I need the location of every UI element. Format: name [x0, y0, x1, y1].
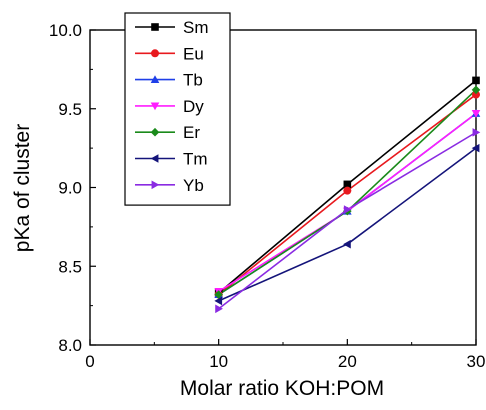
data-point-tm — [343, 239, 351, 249]
data-point-er — [214, 290, 223, 299]
legend-marker-tb — [150, 75, 160, 84]
legend-marker-tm — [150, 154, 159, 163]
series-markers — [214, 76, 481, 314]
tick-labels: 0 10 20 30 8.0 8.5 9.0 9.5 10.0 — [49, 21, 486, 371]
data-point-dy — [471, 110, 481, 118]
data-point-eu — [343, 186, 352, 195]
y-tick-label: 8.0 — [58, 336, 82, 355]
data-point-yb — [215, 304, 223, 314]
x-tick-label: 30 — [467, 352, 486, 371]
data-point-tm — [471, 143, 480, 153]
legend-box — [124, 12, 231, 206]
legend-label-er: Er — [183, 123, 200, 142]
y-tick-label: 9.0 — [58, 179, 82, 198]
legend-label-dy: Dy — [183, 97, 204, 116]
data-point-yb — [472, 128, 481, 137]
data-point-tm — [214, 296, 223, 306]
legend-label-tb: Tb — [183, 71, 203, 90]
series-line-yb — [218, 131, 477, 310]
y-tick-label: 9.5 — [58, 100, 82, 119]
legend-marker-eu — [151, 49, 159, 58]
data-point-sm — [343, 180, 352, 189]
x-tick-label: 10 — [209, 352, 228, 371]
data-point-er — [471, 85, 481, 95]
legend-label-eu: Eu — [183, 44, 204, 63]
data-point-sm — [472, 76, 480, 85]
y-tick-label: 8.5 — [58, 257, 82, 276]
legend-marker-yb — [151, 180, 160, 190]
series-line-dy — [218, 112, 477, 293]
legend-marker-er — [150, 127, 160, 137]
legend-label-tm: Tm — [183, 150, 208, 169]
legend-label-sm: Sm — [183, 18, 209, 37]
series-line-tm — [218, 147, 477, 302]
axes — [89, 29, 477, 346]
x-axis-label: Molar ratio KOH:POM — [180, 377, 384, 400]
legend-marker-sm — [151, 23, 159, 31]
x-tick-label: 0 — [85, 352, 94, 371]
x-tick-label: 20 — [338, 352, 357, 371]
y-axis-label: pKa of cluster — [11, 124, 34, 252]
data-point-eu — [472, 90, 480, 99]
legend: Sm Eu Tb Dy Er Tm Yb — [124, 12, 231, 206]
y-tick-label: 10.0 — [49, 21, 82, 40]
legend-label-yb: Yb — [183, 176, 204, 195]
data-point-yb — [343, 205, 352, 214]
legend-marker-dy — [150, 102, 160, 111]
